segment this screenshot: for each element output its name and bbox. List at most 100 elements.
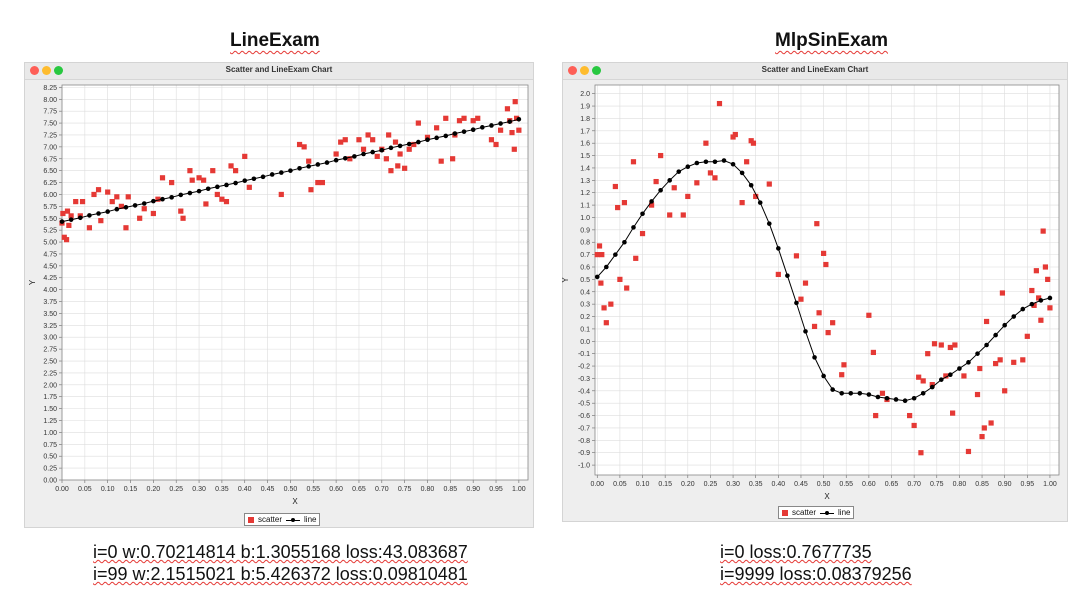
y-tick-label: 1.25	[43, 418, 57, 425]
y-tick-label: 3.50	[43, 311, 57, 318]
scatter-point	[648, 202, 655, 208]
x-tick-label: 0.80	[953, 481, 967, 488]
scatter-point	[739, 200, 745, 206]
legend-label: scatter	[258, 515, 283, 524]
line-point	[785, 273, 790, 278]
line-point	[911, 395, 917, 401]
scatter-point	[370, 137, 376, 143]
x-tick-label: 1.00	[1043, 481, 1057, 488]
scatter-point	[961, 373, 967, 379]
line-swatch	[286, 517, 301, 523]
line-point	[730, 161, 736, 167]
plot-border	[594, 84, 1060, 476]
right-chart: -1.0 -0.9 -0.8 -0.7 -0.6 -0.5 -0.4 -0.3 -0.2 -0.1…	[562, 84, 1060, 501]
legend-label: line	[838, 508, 851, 517]
x-tick-label: 0.50	[817, 481, 831, 488]
scatter-point	[315, 179, 321, 186]
x-tick-label: 0.35	[749, 481, 763, 488]
y-axis-label: Y	[562, 277, 570, 283]
scatter-point	[333, 151, 339, 157]
scatter-point	[278, 191, 284, 198]
line-point	[224, 182, 229, 188]
scatter-point	[811, 323, 818, 330]
x-tick-label: 0.75	[398, 486, 412, 493]
scatter-point	[918, 450, 924, 456]
scatter-point	[1020, 357, 1026, 363]
scatter-point	[374, 153, 380, 159]
left-chart: 0.00 0.25 0.50 0.75 1.00 1.25 1.50 1.75 2.00 2.25…	[28, 84, 529, 506]
y-tick-label: 0.0	[580, 339, 590, 346]
line-point	[993, 332, 998, 338]
y-tick-label: 1.4	[580, 165, 590, 172]
scatter-point	[931, 341, 938, 347]
line-point	[215, 184, 220, 190]
maximize-button[interactable]	[592, 66, 601, 75]
scatter-point	[716, 100, 723, 107]
scatter-point	[512, 99, 518, 105]
x-tick-label: 0.30	[192, 486, 206, 493]
scatter-point	[879, 390, 886, 396]
line-point	[178, 192, 184, 198]
x-tick-label: 0.50	[284, 486, 298, 493]
scatter-point	[1038, 317, 1044, 323]
caption-line: i=99 w:2.1515021 b:5.426372 loss:0.09810…	[93, 563, 468, 585]
scatter-point	[137, 215, 143, 221]
scatter-point	[667, 212, 673, 218]
line-point	[685, 164, 691, 170]
line-point	[594, 274, 600, 280]
scatter-point	[658, 152, 664, 159]
scatter-point	[943, 373, 949, 379]
scatter-point	[750, 140, 757, 146]
close-button[interactable]	[568, 66, 577, 75]
scatter-point	[775, 271, 781, 278]
y-tick-label: 1.1	[580, 203, 590, 210]
scatter-point	[793, 253, 800, 259]
scatter-point	[246, 184, 252, 190]
scatter-point	[753, 193, 759, 200]
line-point	[96, 211, 101, 216]
y-tick-label: 0.25	[43, 466, 57, 473]
y-tick-label: 2.50	[43, 359, 57, 366]
line-point	[1020, 306, 1026, 312]
scatter-point	[671, 185, 677, 191]
scatter-point	[988, 420, 994, 426]
line-point	[306, 164, 312, 169]
x-tick-label: 0.10	[636, 481, 650, 488]
right-titlebar: Scatter and LineExam Chart	[563, 63, 1067, 80]
scatter-point	[965, 448, 972, 455]
scatter-point	[233, 168, 239, 174]
scatter-point	[920, 378, 926, 384]
y-tick-label: -0.8	[578, 438, 590, 445]
line-point	[59, 219, 65, 224]
line-point	[141, 201, 147, 206]
minimize-button[interactable]	[580, 66, 589, 75]
line-point	[425, 137, 430, 143]
y-tick-label: 0.4	[580, 289, 590, 296]
scatter-point	[617, 276, 623, 282]
scatter-point	[118, 203, 124, 209]
scatter-point	[395, 163, 401, 169]
y-tick-label: 3.25	[43, 323, 57, 330]
minimize-button[interactable]	[42, 66, 51, 75]
scatter-point	[424, 134, 431, 140]
maximize-button[interactable]	[54, 66, 63, 75]
close-button[interactable]	[30, 66, 39, 75]
scatter-point	[66, 222, 72, 228]
y-tick-label: 5.50	[43, 216, 57, 223]
scatter-point	[653, 178, 659, 185]
line-point	[68, 217, 74, 222]
line-point	[434, 135, 439, 141]
line-point	[721, 158, 727, 163]
right-legend: scatter line	[778, 506, 855, 519]
y-tick-label: 8.25	[43, 85, 57, 92]
line-point	[757, 200, 763, 205]
line-point	[848, 390, 854, 396]
scatter-point	[228, 163, 234, 169]
line-point	[406, 141, 412, 147]
scatter-point	[608, 301, 614, 307]
scatter-point	[125, 194, 131, 200]
scatter-point	[196, 175, 202, 181]
scatter-point	[308, 187, 314, 193]
y-tick-label: -0.6	[578, 413, 590, 420]
scatter-point	[64, 208, 71, 214]
